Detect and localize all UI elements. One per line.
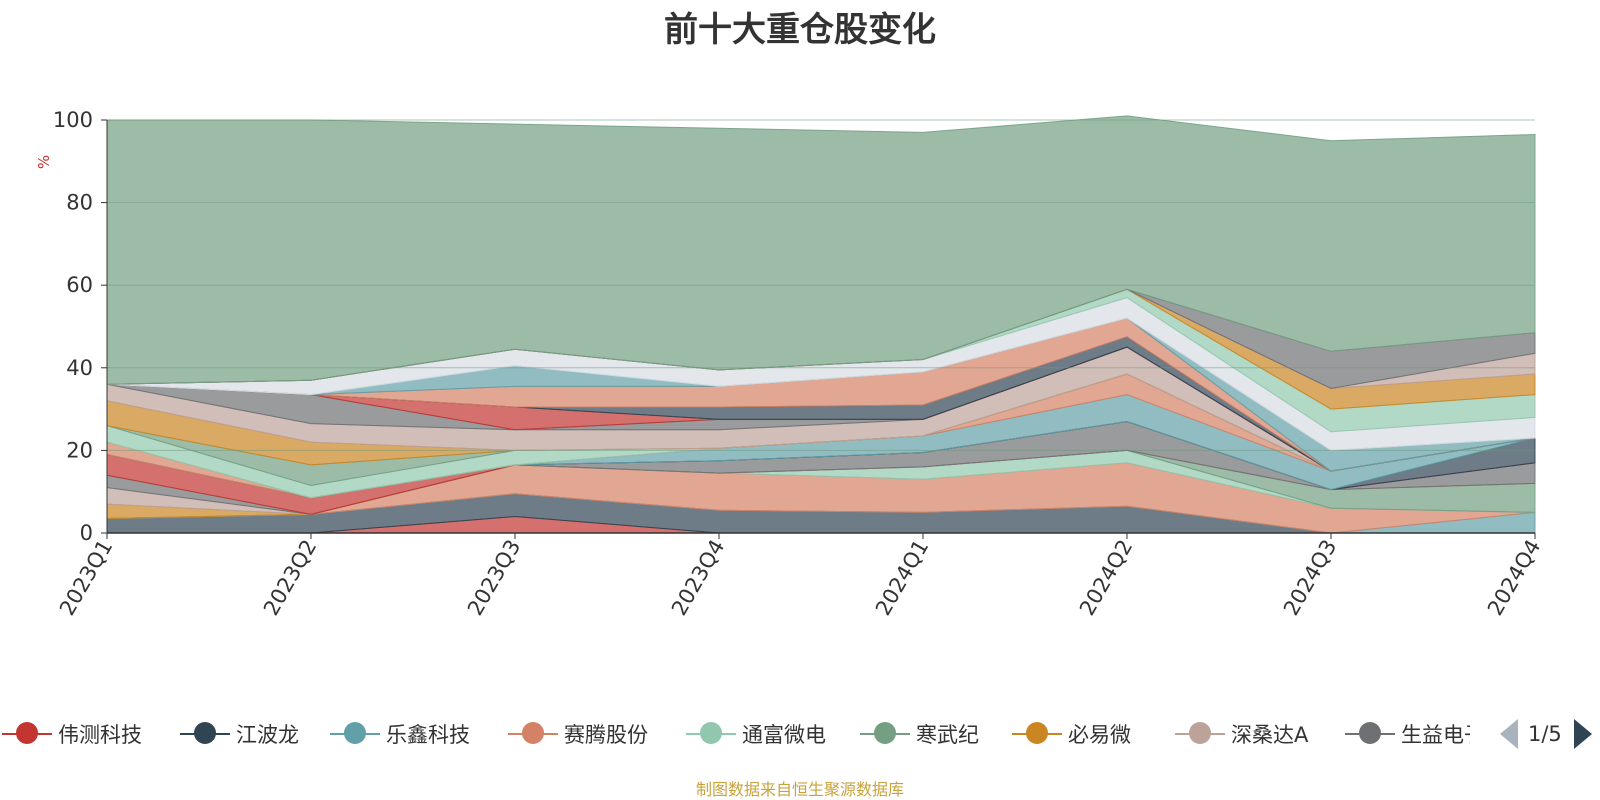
- legend-label: 深桑达A: [1231, 723, 1309, 747]
- legend-item-2[interactable]: 乐鑫科技: [330, 714, 470, 754]
- y-tick-label-5: 100: [53, 108, 93, 132]
- legend-label: 生益电子: [1401, 723, 1470, 747]
- y-tick-label-3: 60: [66, 273, 93, 297]
- legend-label: 江波龙: [236, 723, 299, 747]
- legend-marker-icon: [1345, 721, 1395, 747]
- legend-label: 寒武纪: [916, 723, 979, 747]
- legend-marker-icon: [1175, 721, 1225, 747]
- legend-item-7[interactable]: 深桑达A: [1175, 714, 1308, 754]
- y-axis-title: %: [35, 155, 53, 169]
- legend-label: 乐鑫科技: [386, 723, 470, 747]
- x-tick-label-5: 2024Q2: [1075, 536, 1137, 620]
- x-tick-label-0: 2023Q1: [55, 536, 117, 620]
- x-tick-label-6: 2024Q3: [1279, 536, 1341, 620]
- legend-label: 通富微电: [742, 723, 826, 747]
- source-note: 制图数据来自恒生聚源数据库: [695, 780, 904, 799]
- legend-marker-icon: [330, 721, 380, 747]
- legend-prev-page-icon[interactable]: [1500, 719, 1518, 749]
- legend-label: 赛腾股份: [564, 723, 648, 747]
- x-tick-label-1: 2023Q2: [259, 536, 321, 620]
- legend-item-4[interactable]: 通富微电: [686, 714, 826, 754]
- legend-item-0[interactable]: 伟测科技: [2, 714, 142, 754]
- legend-item-1[interactable]: 江波龙: [180, 714, 299, 754]
- legend-page-indicator: 1/5: [1528, 722, 1562, 746]
- chart-legend: 伟测科技 江波龙 乐鑫科技 赛腾股份 通富微电 寒武纪 必易微 深桑达A 生益电子: [0, 714, 1600, 754]
- legend-marker-icon: [180, 721, 230, 747]
- legend-label: 伟测科技: [58, 723, 142, 747]
- x-tick-label-3: 2023Q4: [667, 536, 729, 620]
- area-series-27[interactable]: [106, 115, 1536, 385]
- chart-title: 前十大重仓股变化: [664, 10, 936, 50]
- x-tick-label-2: 2023Q3: [463, 536, 525, 620]
- legend-label: 必易微: [1068, 723, 1131, 747]
- legend-marker-icon: [1012, 721, 1062, 747]
- legend-next-page-icon[interactable]: [1573, 719, 1592, 749]
- legend-item-5[interactable]: 寒武纪: [860, 714, 979, 754]
- legend-marker-icon: [508, 721, 558, 747]
- y-tick-label-0: 0: [80, 521, 93, 545]
- x-tick-label-7: 2024Q4: [1483, 536, 1545, 620]
- legend-item-6[interactable]: 必易微: [1012, 714, 1131, 754]
- y-tick-label-4: 80: [66, 191, 93, 215]
- y-tick-label-1: 20: [66, 438, 93, 462]
- legend-item-3[interactable]: 赛腾股份: [508, 714, 648, 754]
- legend-marker-icon: [686, 721, 736, 747]
- legend-marker-icon: [860, 721, 910, 747]
- legend-pager: 1/5: [1500, 714, 1592, 754]
- x-tick-label-4: 2024Q1: [871, 536, 933, 620]
- legend-marker-icon: [2, 721, 52, 747]
- y-tick-label-2: 40: [66, 356, 93, 380]
- legend-item-8[interactable]: 生益电子: [1345, 714, 1470, 754]
